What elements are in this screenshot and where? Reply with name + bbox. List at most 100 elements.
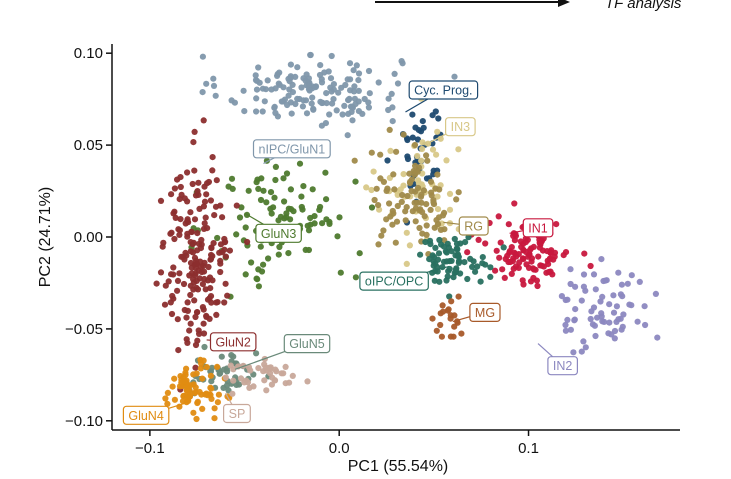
data-point — [193, 309, 201, 316]
data-point — [328, 52, 335, 60]
data-point — [567, 280, 574, 288]
data-point — [349, 117, 356, 124]
data-point — [169, 383, 176, 390]
data-point — [373, 185, 380, 192]
data-point — [187, 320, 194, 327]
data-point — [352, 274, 359, 281]
data-point — [447, 315, 454, 322]
data-point — [535, 253, 542, 260]
data-point — [245, 187, 252, 194]
data-point — [211, 415, 218, 422]
data-point — [393, 148, 400, 155]
data-point — [634, 318, 641, 325]
data-point — [212, 92, 219, 99]
data-point — [587, 315, 594, 323]
data-point — [194, 188, 201, 195]
data-point — [355, 70, 363, 77]
data-point — [501, 274, 508, 281]
data-point — [477, 278, 484, 285]
data-point — [438, 333, 445, 340]
data-point — [434, 128, 441, 135]
data-point — [414, 136, 421, 143]
data-point — [189, 241, 196, 248]
data-point — [168, 271, 175, 278]
data-point — [540, 263, 548, 270]
data-point — [323, 196, 330, 203]
cluster-label-box — [283, 334, 331, 354]
cluster-label: nIPC/GluN1 — [252, 139, 331, 159]
data-point — [203, 312, 210, 319]
data-point — [428, 189, 435, 196]
data-point — [601, 318, 608, 325]
data-point — [496, 254, 503, 261]
data-point — [276, 69, 283, 76]
data-point — [203, 80, 210, 87]
data-point — [194, 247, 201, 254]
data-point — [545, 268, 552, 276]
data-point — [562, 249, 570, 256]
data-point — [352, 178, 359, 185]
data-point — [522, 239, 529, 246]
cluster-label-text: GluN4 — [128, 409, 163, 423]
data-point — [294, 64, 301, 71]
y-axis-label: PC2 (24.71%) — [37, 187, 54, 288]
x-tick-label: 0.0 — [329, 440, 350, 457]
data-point — [209, 277, 216, 284]
data-point — [392, 239, 399, 246]
data-point — [218, 353, 225, 360]
cluster-label-text: oIPC/OPC — [365, 275, 423, 289]
data-point — [271, 103, 278, 110]
data-point — [196, 205, 203, 212]
cluster-label-box — [255, 223, 302, 243]
data-point — [252, 72, 259, 79]
data-point — [606, 301, 613, 308]
data-point — [592, 332, 599, 340]
data-point — [276, 243, 283, 251]
data-point — [450, 274, 457, 281]
data-point — [209, 154, 216, 161]
data-point — [652, 290, 660, 297]
data-point — [464, 249, 471, 256]
data-point — [371, 196, 378, 204]
data-point — [190, 371, 197, 378]
data-point — [222, 253, 229, 260]
data-point — [316, 71, 324, 79]
data-point — [572, 306, 579, 313]
data-point — [356, 250, 363, 257]
data-point — [461, 259, 468, 266]
data-point — [305, 75, 312, 82]
data-point — [423, 231, 430, 238]
data-point — [391, 70, 398, 77]
data-point — [288, 110, 295, 117]
data-point — [410, 167, 417, 175]
data-point — [419, 139, 426, 146]
data-point — [307, 51, 314, 59]
data-point — [619, 323, 626, 330]
data-point — [409, 111, 416, 118]
data-point — [222, 280, 229, 287]
data-point — [355, 108, 362, 115]
cluster-label-box — [252, 139, 331, 159]
data-point — [277, 213, 284, 220]
data-point — [200, 117, 207, 124]
data-point — [209, 167, 216, 174]
x-tick-label: 0.1 — [518, 440, 539, 457]
data-point — [400, 171, 407, 178]
data-point — [199, 375, 206, 382]
data-point — [195, 240, 203, 247]
data-point — [255, 283, 262, 290]
data-point — [272, 176, 279, 184]
data-point — [161, 301, 169, 308]
data-point — [350, 67, 357, 74]
data-point — [201, 275, 208, 283]
data-point — [194, 398, 201, 405]
data-point — [334, 233, 341, 240]
data-point — [260, 187, 267, 194]
data-point — [265, 255, 272, 262]
data-point — [300, 183, 307, 190]
cluster-label: IN3 — [445, 117, 476, 137]
data-point — [386, 200, 393, 207]
data-point — [351, 83, 358, 90]
data-point — [286, 379, 293, 386]
cluster-label-box — [209, 332, 257, 352]
